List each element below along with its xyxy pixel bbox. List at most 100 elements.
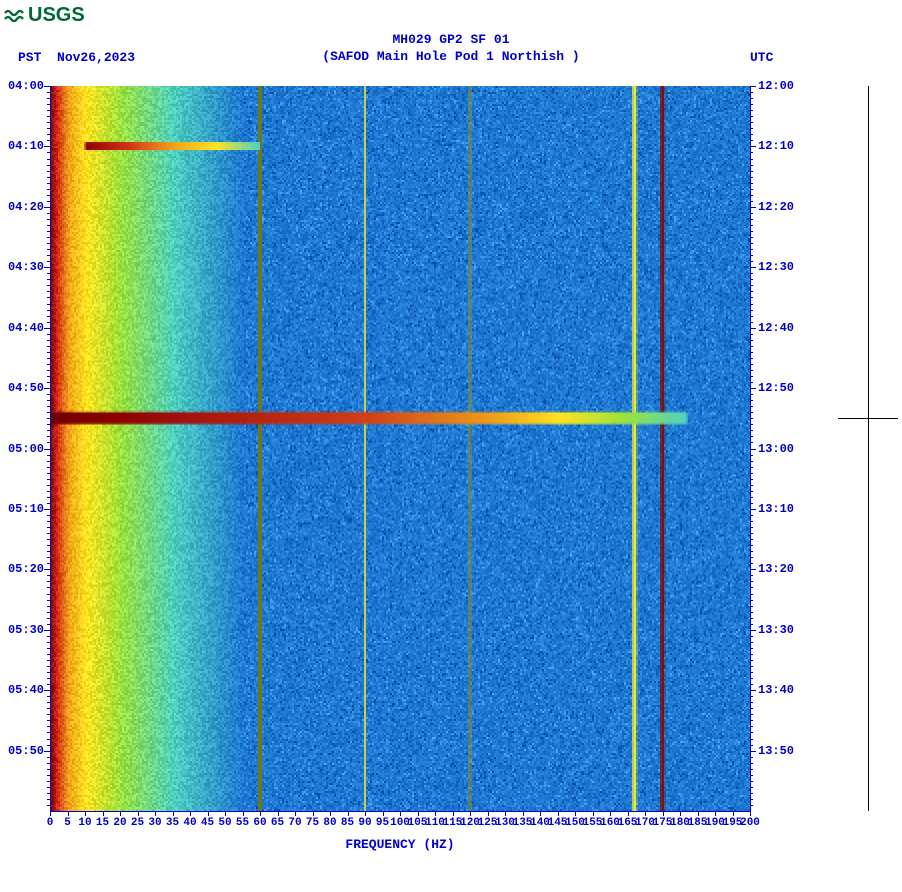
tick-mark [750, 612, 753, 613]
y-axis-left-ticks: 04:0004:1004:2004:3004:4004:5005:0005:10… [0, 86, 48, 811]
tick-mark [750, 781, 753, 782]
y-tick-right: 13:30 [756, 624, 818, 636]
spectrogram-canvas [50, 86, 750, 811]
tick-mark [750, 769, 753, 770]
tick-mark [47, 551, 50, 552]
tick-mark [750, 418, 753, 419]
tick-mark [44, 86, 50, 87]
tick-mark [330, 811, 331, 816]
x-tick: 0 [47, 817, 54, 829]
tick-mark [47, 618, 50, 619]
tick-mark [120, 811, 121, 816]
tick-mark [750, 430, 753, 431]
tick-mark [750, 388, 756, 389]
tick-mark [47, 648, 50, 649]
tick-mark [750, 152, 753, 153]
logo-text: USGS [28, 4, 85, 27]
tick-mark [750, 702, 753, 703]
tick-mark [750, 219, 753, 220]
tick-mark [680, 811, 681, 816]
tick-mark [750, 557, 753, 558]
tick-mark [750, 195, 753, 196]
y-tick-right: 13:00 [756, 443, 818, 455]
tick-mark [47, 406, 50, 407]
tick-mark [47, 642, 50, 643]
tick-mark [750, 328, 756, 329]
x-tick: 80 [323, 817, 336, 829]
tick-mark [750, 364, 753, 365]
tick-mark [750, 297, 753, 298]
tick-mark [750, 400, 753, 401]
x-tick: 40 [183, 817, 196, 829]
x-tick: 70 [288, 817, 301, 829]
tick-mark [47, 720, 50, 721]
tick-mark [750, 678, 753, 679]
x-tick: 200 [740, 817, 760, 829]
tick-mark [47, 310, 50, 311]
tick-mark [47, 581, 50, 582]
tick-mark [47, 225, 50, 226]
x-tick: 85 [341, 817, 354, 829]
y-tick-right: 12:40 [756, 322, 818, 334]
tick-mark [47, 726, 50, 727]
tick-mark [750, 473, 753, 474]
tick-mark [750, 122, 753, 123]
tick-mark [750, 237, 753, 238]
right-timezone-label: UTC [750, 50, 773, 65]
tick-mark [47, 769, 50, 770]
tick-mark [47, 672, 50, 673]
tick-mark [453, 811, 454, 816]
y-tick-left: 05:10 [0, 503, 46, 515]
tick-mark [750, 690, 756, 691]
tick-mark [750, 751, 756, 752]
tick-mark [47, 237, 50, 238]
tick-mark [173, 811, 174, 816]
tick-mark [47, 128, 50, 129]
y-tick-right: 12:20 [756, 201, 818, 213]
y-tick-left: 04:20 [0, 201, 46, 213]
tick-mark [750, 654, 753, 655]
tick-mark [750, 382, 753, 383]
y-tick-right: 12:30 [756, 261, 818, 273]
y-tick-left: 05:20 [0, 563, 46, 575]
tick-mark [47, 455, 50, 456]
tick-mark [50, 811, 51, 816]
tick-mark [750, 128, 753, 129]
y-tick-right: 12:10 [756, 140, 818, 152]
tick-mark [628, 811, 629, 816]
tick-mark [750, 370, 753, 371]
tick-mark [698, 811, 699, 816]
tick-mark [155, 811, 156, 816]
tick-mark [47, 763, 50, 764]
x-tick: 95 [376, 817, 389, 829]
wave-icon [4, 7, 26, 25]
tick-mark [750, 255, 753, 256]
tick-mark [750, 720, 753, 721]
tick-mark [47, 297, 50, 298]
tick-mark [750, 497, 753, 498]
tick-mark [44, 449, 50, 450]
y-tick-left: 04:30 [0, 261, 46, 273]
tick-mark [47, 479, 50, 480]
tick-mark [750, 739, 753, 740]
tick-mark [47, 304, 50, 305]
tick-mark [47, 171, 50, 172]
x-tick: 20 [113, 817, 126, 829]
left-timezone-label: PST Nov26,2023 [18, 50, 135, 65]
tick-mark [750, 159, 753, 160]
tick-mark [750, 630, 756, 631]
tick-mark [47, 745, 50, 746]
tick-mark [47, 497, 50, 498]
tick-mark [47, 678, 50, 679]
tick-mark [733, 811, 734, 816]
tick-mark [750, 285, 753, 286]
tick-mark [750, 346, 753, 347]
tick-mark [47, 418, 50, 419]
tick-mark [750, 146, 756, 147]
tick-mark [750, 726, 753, 727]
tick-mark [750, 672, 753, 673]
tick-mark [47, 503, 50, 504]
y-tick-left: 04:40 [0, 322, 46, 334]
tick-mark [750, 563, 753, 564]
tick-mark [138, 811, 139, 816]
